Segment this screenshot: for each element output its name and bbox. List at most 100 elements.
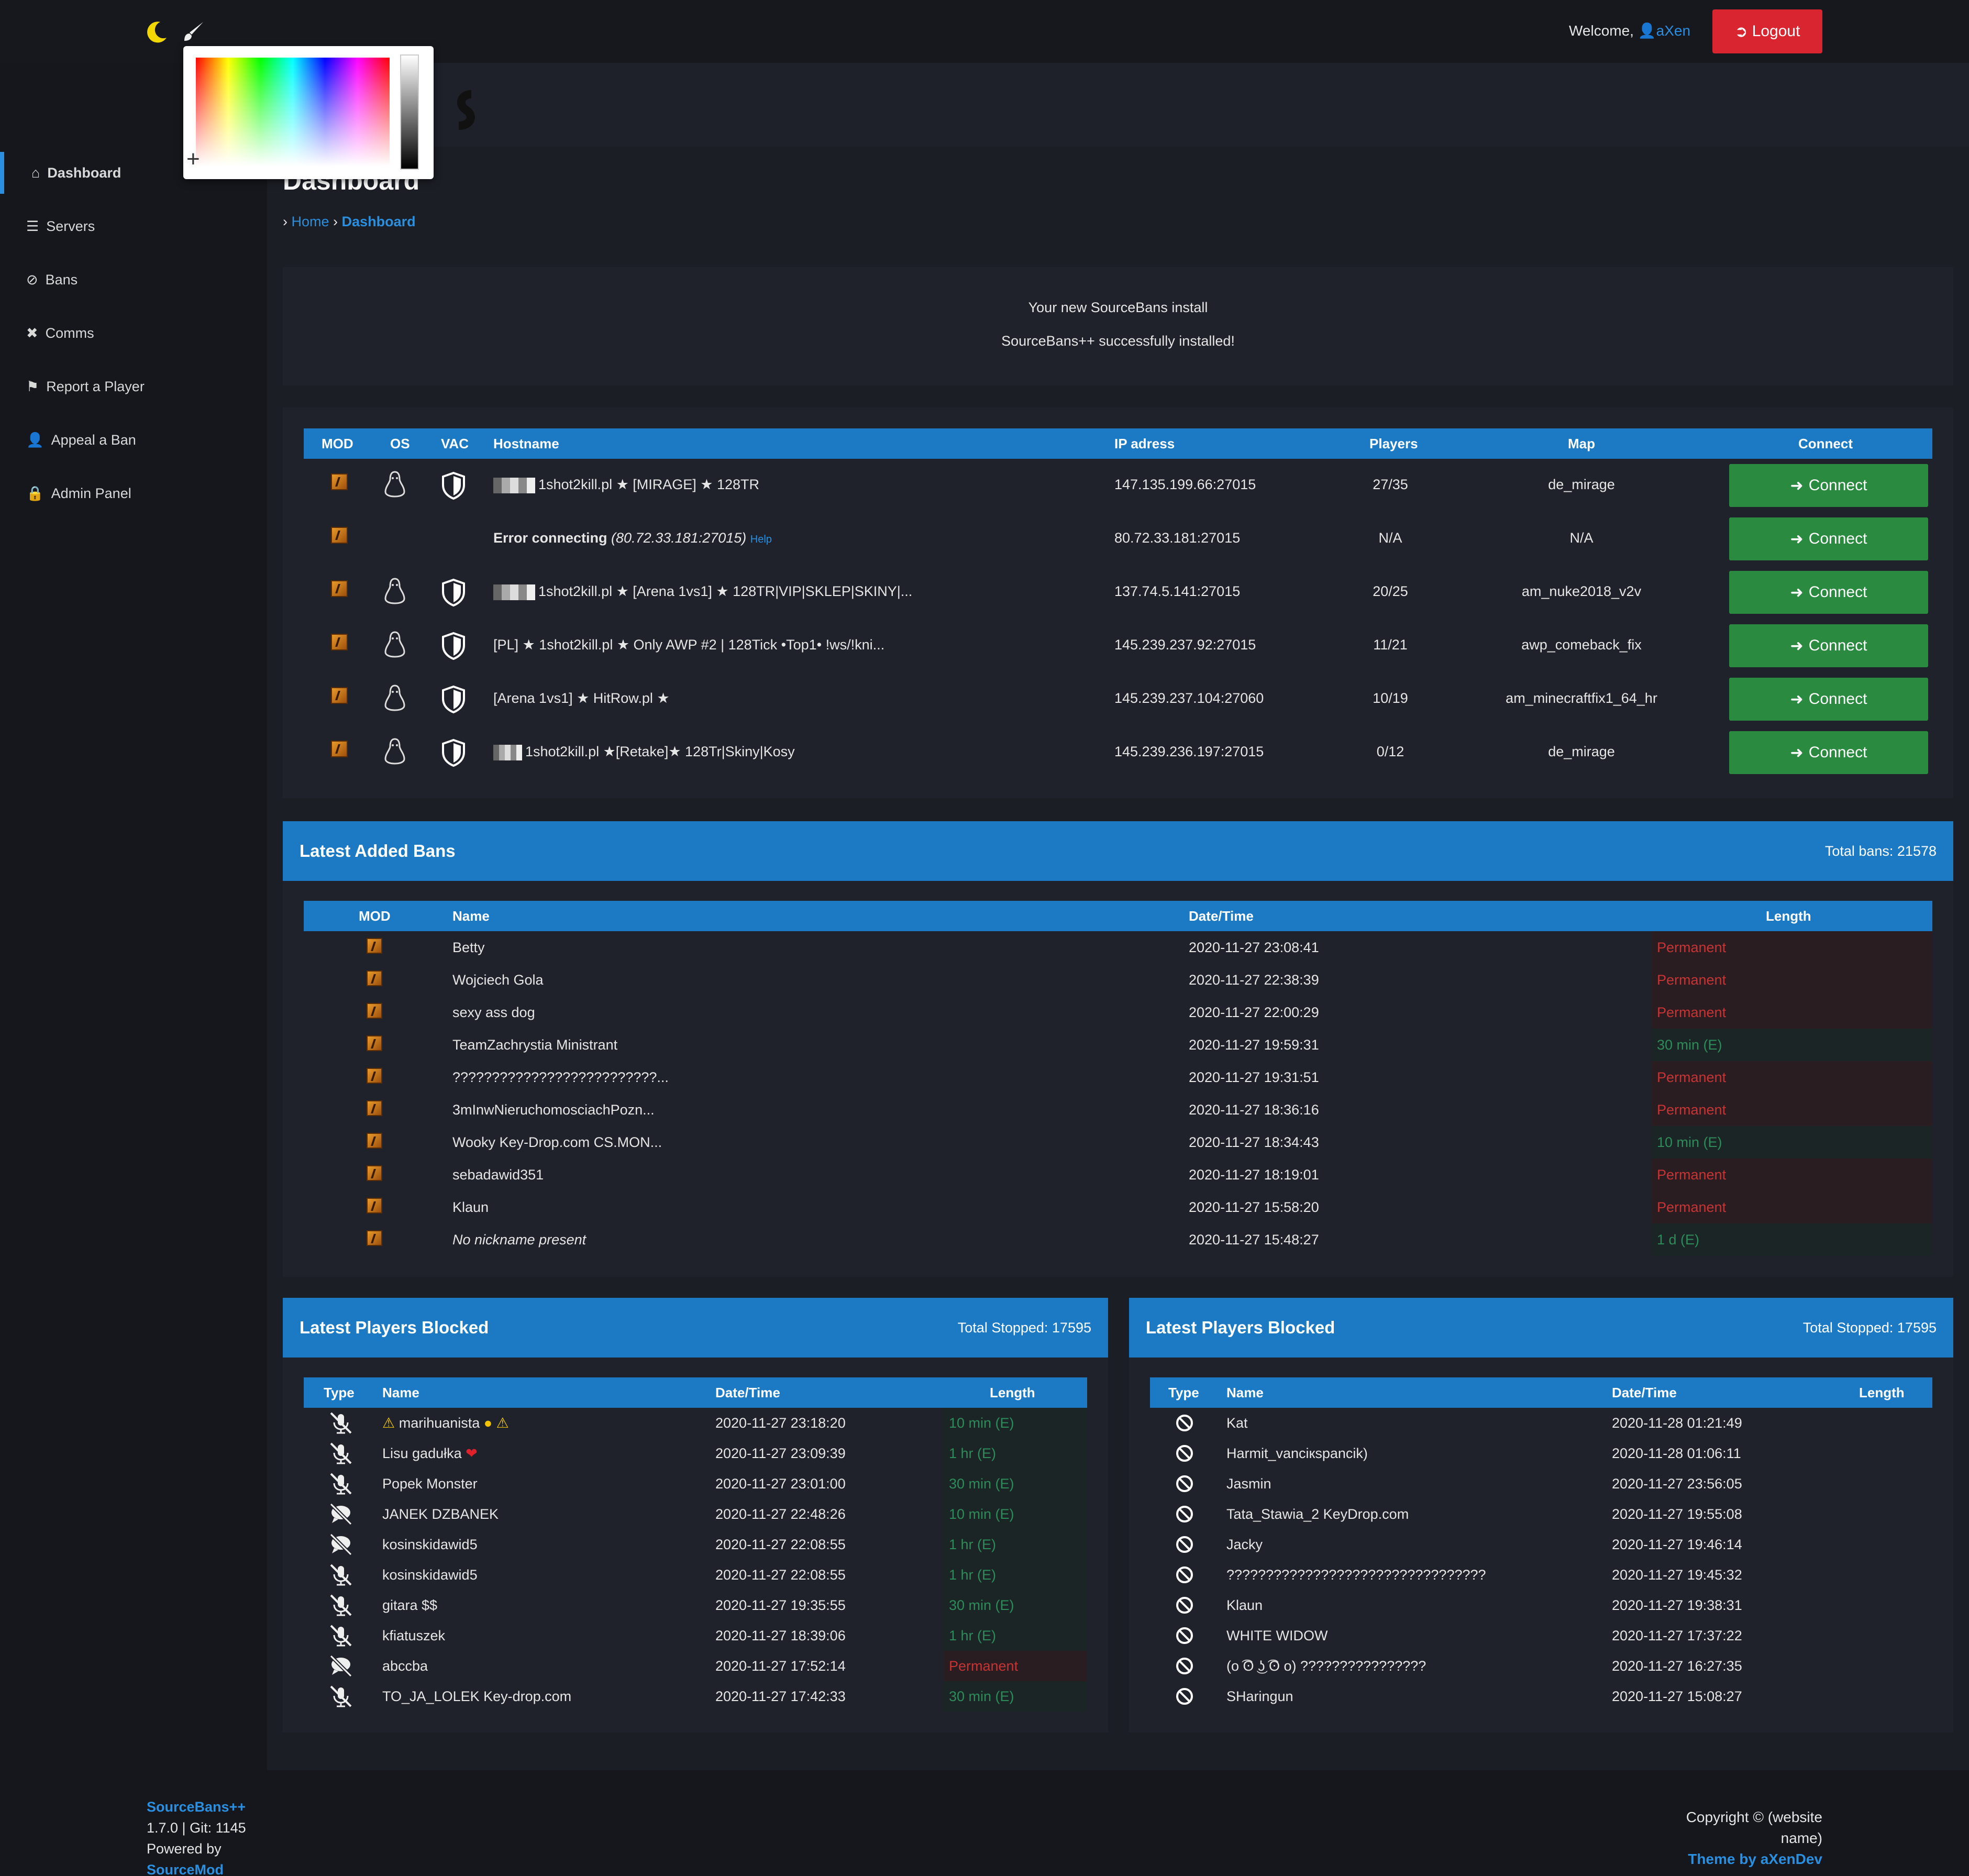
- comm-name: abccba: [382, 1658, 428, 1674]
- theme-link[interactable]: Theme by aXenDev: [1688, 1851, 1822, 1867]
- nav-servers[interactable]: ☰ Servers: [26, 218, 95, 234]
- nav-comms[interactable]: ✖ Comms: [26, 325, 94, 341]
- blocked-row[interactable]: Jasmin 2020-11-27 23:56:05: [1150, 1469, 1932, 1499]
- nav-report[interactable]: ⚑ Report a Player: [26, 378, 145, 394]
- comm-date: 2020-11-27 22:48:26: [715, 1506, 846, 1522]
- color-picker[interactable]: +: [183, 46, 434, 179]
- connect-button[interactable]: ➜ Connect: [1729, 571, 1928, 614]
- breadcrumb-current[interactable]: Dashboard: [341, 214, 416, 229]
- breadcrumb-home[interactable]: Home: [291, 214, 329, 229]
- comm-row[interactable]: kfiatuszek 2020-11-27 18:39:06 1 hr (E): [304, 1620, 1087, 1651]
- ban-row[interactable]: Klaun 2020-11-27 15:58:20 Permanent: [304, 1191, 1932, 1223]
- server-map: de_mirage: [1548, 744, 1615, 759]
- comm-row[interactable]: ⚠ marihuanista ● ⚠ 2020-11-27 23:18:20 10 …: [304, 1408, 1087, 1438]
- ban-row[interactable]: sexy ass dog 2020-11-27 22:00:29 Permanent: [304, 996, 1932, 1029]
- server-row: [PL] ★ 1shot2kill.pl ★ Only AWP #2 | 128…: [304, 619, 1932, 672]
- blocked-date: 2020-11-27 16:27:35: [1612, 1658, 1742, 1674]
- crosshair-icon: +: [186, 146, 200, 172]
- ban-name: Wooky Key-Drop.com CS.MON...: [452, 1134, 662, 1150]
- blocked-row[interactable]: Tata_Stawia_2 KeyDrop.com 2020-11-27 19:5…: [1150, 1499, 1932, 1529]
- server-ip: 145.239.237.92:27015: [1114, 637, 1256, 653]
- nav-dashboard[interactable]: ⌂ Dashboard: [0, 152, 267, 194]
- comm-length: 30 min (E): [944, 1469, 1087, 1499]
- ban-row[interactable]: Wojciech Gola 2020-11-27 22:38:39 Permanen…: [304, 964, 1932, 996]
- connect-button[interactable]: ➜ Connect: [1729, 678, 1928, 721]
- sourcemod-link[interactable]: SourceMod: [147, 1862, 224, 1876]
- blocked-row[interactable]: Kat 2020-11-28 01:21:49: [1150, 1408, 1932, 1438]
- connect-button[interactable]: ➜ Connect: [1729, 464, 1928, 507]
- server-map: awp_comeback_fix: [1521, 637, 1642, 653]
- mic-muted-icon: [329, 1564, 353, 1590]
- ban-date: 2020-11-27 22:38:39: [1189, 972, 1319, 988]
- ban-length: 10 min (E): [1652, 1126, 1932, 1158]
- blocked-date: 2020-11-28 01:06:11: [1612, 1445, 1741, 1461]
- sourcebans-link[interactable]: SourceBans++: [147, 1799, 246, 1815]
- game-mod-icon: [331, 687, 348, 704]
- comm-row[interactable]: abccba 2020-11-27 17:52:14 Permanent: [304, 1651, 1087, 1681]
- ban-row[interactable]: No nickname present 2020-11-27 15:48:27 1 …: [304, 1223, 1932, 1256]
- username-link[interactable]: aXen: [1656, 23, 1691, 39]
- connect-button[interactable]: ➜ Connect: [1729, 624, 1928, 667]
- comm-date: 2020-11-27 23:18:20: [715, 1415, 846, 1431]
- user-icon: 👤: [26, 432, 44, 448]
- ban-name: 3mInwNieruchomosciachPozn...: [452, 1102, 655, 1118]
- ban-icon: [1175, 1414, 1194, 1436]
- blocked-row[interactable]: (ο ͡ʘ ͜ʖ ͡ʘ ο) ???????????????? 2020-11-2…: [1150, 1651, 1932, 1681]
- blocked-date: 2020-11-27 19:38:31: [1612, 1597, 1742, 1613]
- chat-blocked-icon: [329, 1533, 353, 1559]
- comm-name: gitara $$: [382, 1597, 438, 1613]
- copyright-text: Copyright © (website: [1686, 1809, 1822, 1825]
- nav-admin[interactable]: 🔒 Admin Panel: [26, 485, 131, 502]
- ban-name: Betty: [452, 940, 485, 955]
- comm-name: JANEK DZBANEK: [382, 1506, 499, 1522]
- comm-row[interactable]: gitara $$ 2020-11-27 19:35:55 30 min (E): [304, 1590, 1087, 1620]
- comm-length: 1 hr (E): [944, 1529, 1087, 1560]
- ban-date: 2020-11-27 23:08:41: [1189, 940, 1319, 955]
- blocked-row[interactable]: Klaun 2020-11-27 19:38:31: [1150, 1590, 1932, 1620]
- comm-row[interactable]: kosinskidawid5 2020-11-27 22:08:55 1 hr (E…: [304, 1529, 1087, 1560]
- blocked-date: 2020-11-27 19:46:14: [1612, 1537, 1742, 1552]
- brightness-slider[interactable]: [400, 54, 419, 170]
- server-ip: 145.239.236.197:27015: [1114, 744, 1264, 759]
- chat-blocked-icon: [329, 1503, 353, 1529]
- blocked-row[interactable]: Harmit_vanciкspancik) 2020-11-28 01:06:11: [1150, 1438, 1932, 1469]
- game-mod-icon: [367, 1068, 382, 1084]
- game-mod-icon: [331, 580, 348, 597]
- blocked-date: 2020-11-28 01:21:49: [1612, 1415, 1742, 1431]
- blocked-panel: Latest Players Blocked Total Stopped: 17…: [1129, 1298, 1953, 1732]
- brush-icon[interactable]: [182, 20, 205, 43]
- comm-row[interactable]: JANEK DZBANEK 2020-11-27 22:48:26 10 min (…: [304, 1499, 1087, 1529]
- help-link[interactable]: Help: [750, 534, 772, 545]
- ban-row[interactable]: sebadawid351 2020-11-27 18:19:01 Permanent: [304, 1158, 1932, 1191]
- ban-row[interactable]: TeamZachrystia Ministrant 2020-11-27 19:5…: [304, 1029, 1932, 1061]
- connect-button[interactable]: ➜ Connect: [1729, 517, 1928, 560]
- vac-shield-icon: [441, 578, 466, 610]
- blocked-row[interactable]: Jacky 2020-11-27 19:46:14: [1150, 1529, 1932, 1560]
- powered-text: Powered by: [147, 1841, 222, 1857]
- blocked-row[interactable]: WHITE WIDOW 2020-11-27 17:37:22: [1150, 1620, 1932, 1651]
- ban-row[interactable]: Betty 2020-11-27 23:08:41 Permanent: [304, 931, 1932, 964]
- blocked-date: 2020-11-27 19:45:32: [1612, 1567, 1742, 1583]
- ban-row[interactable]: Wooky Key-Drop.com CS.MON... 2020-11-27 1…: [304, 1126, 1932, 1158]
- ban-row[interactable]: 3mInwNieruchomosciachPozn... 2020-11-27 1…: [304, 1094, 1932, 1126]
- blocked-row[interactable]: ????????????????????????????????? 2020-11…: [1150, 1560, 1932, 1590]
- color-gradient[interactable]: [196, 58, 390, 167]
- connect-button[interactable]: ➜ Connect: [1729, 731, 1928, 774]
- server-map: N/A: [1569, 530, 1594, 546]
- server-players: 27/35: [1373, 477, 1408, 492]
- intro-line1: Your new SourceBans install: [1028, 300, 1208, 315]
- logout-button[interactable]: ➲ Logout: [1712, 9, 1822, 53]
- blocked-row[interactable]: SHaringun 2020-11-27 15:08:27: [1150, 1681, 1932, 1712]
- comm-row[interactable]: TO_JA_LOLEK Key-drop.com 2020-11-27 17:42…: [304, 1681, 1087, 1712]
- mic-muted-icon: [329, 1412, 353, 1438]
- lock-icon: 🔒: [26, 485, 44, 501]
- game-mod-icon: [367, 1100, 382, 1116]
- nav-appeal[interactable]: 👤 Appeal a Ban: [26, 432, 136, 448]
- comm-row[interactable]: Lisu gadułka ❤ 2020-11-27 23:09:39 1 hr (E…: [304, 1438, 1087, 1469]
- comm-row[interactable]: Popek Monster 2020-11-27 23:01:00 30 min (…: [304, 1469, 1087, 1499]
- comm-row[interactable]: kosinskidawid5 2020-11-27 22:08:55 1 hr (E…: [304, 1560, 1087, 1590]
- moon-icon[interactable]: [146, 20, 168, 44]
- nav-bans[interactable]: ⊘ Bans: [26, 271, 78, 288]
- flag-icon: [493, 744, 522, 760]
- ban-row[interactable]: ??????????????????????????... 2020-11-27 …: [304, 1061, 1932, 1094]
